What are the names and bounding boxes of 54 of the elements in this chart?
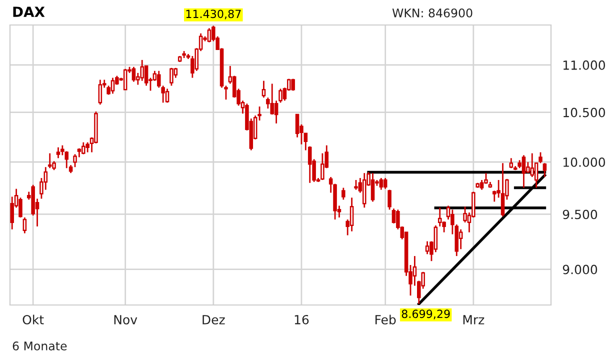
text: WKN: 846900 [392,8,472,18]
candlestick [132,66,136,82]
candlestick [110,77,115,94]
candlestick [73,154,77,168]
candlestick [140,59,144,82]
candlestick [354,179,358,190]
y-tick-label: 11.000 [563,60,606,70]
x-tick-label: Dez [202,315,225,324]
y-tick-label: 10.000 [563,157,606,167]
x-tick-label: Feb [376,314,396,324]
candlestick [522,154,526,188]
candlestick [123,68,128,90]
x-tick-label: 16 [294,314,309,324]
x-tick-label: Okt [22,314,44,324]
candlestick [538,152,542,164]
candlestick [458,228,463,250]
candlestick [379,177,384,190]
candlestick [350,196,354,232]
candlestick [425,240,430,255]
chart-title: DAX [13,6,45,17]
candlestick [542,162,547,178]
candlestick [342,187,346,200]
x-tick-label: Mrz [463,315,484,324]
candlestick [383,177,388,190]
candlestick [170,67,174,86]
candlestick [56,146,60,159]
candlestick [22,216,27,234]
y-tick-label: 9.500 [562,210,598,220]
candlestick [98,79,102,106]
x-tick-label: Nov [114,315,138,324]
candlestick [295,114,300,138]
text: 6 Monate [12,341,67,350]
y-tick-label: 10.500 [563,108,606,118]
candlestick [438,206,442,228]
candlestick [388,189,392,210]
candlestick [509,157,514,169]
candlestick [44,166,48,190]
candlestick [207,28,212,43]
candlestick [500,162,505,218]
candlestick [165,88,170,104]
text: 8.699,29 [402,310,450,320]
candlestick [434,224,438,253]
candlestick [262,80,266,98]
candlestick [480,179,484,190]
candlestick [270,83,274,116]
candlestick [48,152,52,169]
candlestick [362,172,366,208]
text: 11.430,87 [186,10,241,20]
candlestick [530,152,534,178]
candlestick [308,146,312,184]
candlestick [370,172,375,202]
candlestick [86,142,90,153]
y-tick-label: 9.000 [562,264,598,274]
candlestick [60,144,64,156]
